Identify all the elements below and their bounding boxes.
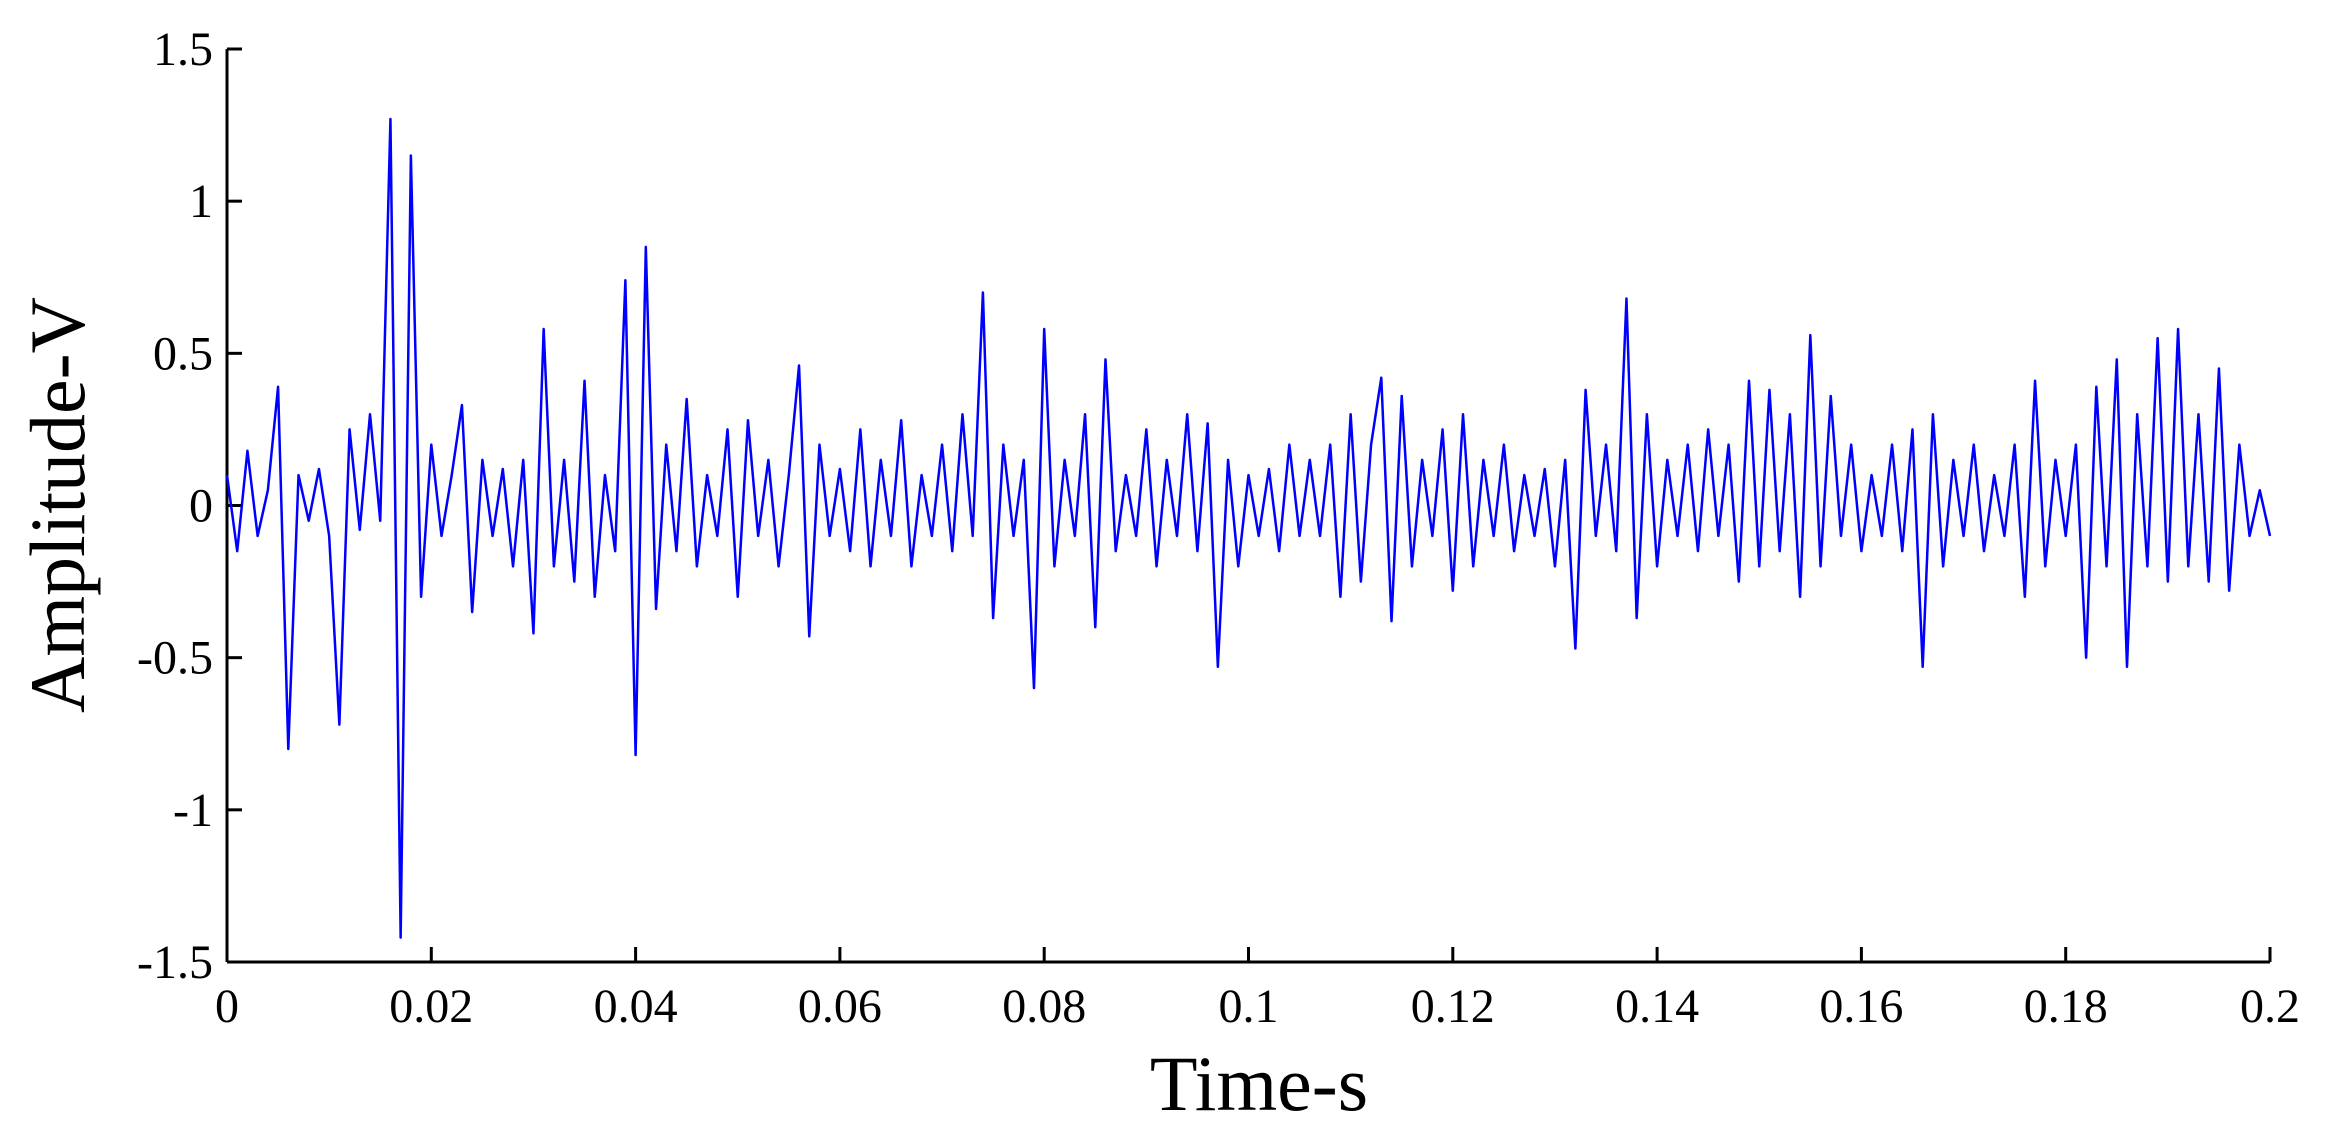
y-tick-label: 1.5	[153, 23, 213, 76]
y-axis-title: Amplitude-V	[14, 297, 101, 713]
x-tick-label: 0.2	[2240, 980, 2300, 1033]
x-tick-label: 0.18	[2024, 980, 2108, 1033]
y-tick-label: -0.5	[137, 632, 213, 685]
y-tick-label: -1	[173, 784, 213, 837]
y-tick-label: 0.5	[153, 327, 213, 380]
y-tick-label: -1.5	[137, 936, 213, 989]
x-tick-label: 0.04	[594, 980, 678, 1033]
y-tick-label: 1	[189, 175, 213, 228]
x-tick-label: 0.06	[798, 980, 882, 1033]
x-tick-label: 0.16	[1819, 980, 1903, 1033]
y-tick-label: 0	[189, 480, 213, 533]
x-tick-label: 0.12	[1411, 980, 1495, 1033]
x-axis-title: Time-s	[1150, 1040, 1368, 1127]
signal-line	[225, 117, 2272, 939]
x-tick-label: 0.1	[1219, 980, 1279, 1033]
x-tick-label: 0.08	[1002, 980, 1086, 1033]
x-tick-label: 0.02	[389, 980, 473, 1033]
x-tick-label: 0	[215, 980, 239, 1033]
x-tick-label: 0.14	[1615, 980, 1699, 1033]
